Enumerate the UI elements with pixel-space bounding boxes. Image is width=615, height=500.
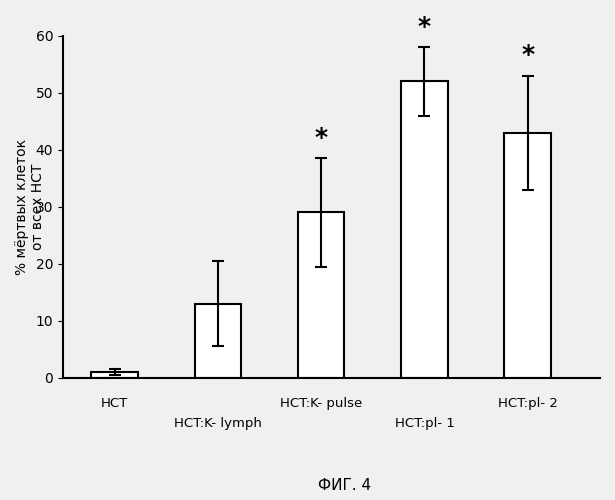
Text: HCT:pl- 2: HCT:pl- 2 [498,396,558,409]
Text: ФИГ. 4: ФИГ. 4 [318,478,371,493]
Bar [298,212,344,378]
Text: *: * [418,14,431,38]
Text: *: * [521,43,534,67]
Bar [401,82,448,378]
Text: HCT:pl- 1: HCT:pl- 1 [394,417,454,430]
Text: HCT:K- lymph: HCT:K- lymph [174,417,262,430]
Y-axis label: % мёртвых клеток
от всех НСТ: % мёртвых клеток от всех НСТ [15,138,45,275]
Bar [92,372,138,378]
Text: HCT:K- pulse: HCT:K- pulse [280,396,362,409]
Bar [504,132,551,378]
Text: *: * [315,126,328,150]
Text: HCT: HCT [101,396,129,409]
Bar [195,304,241,378]
